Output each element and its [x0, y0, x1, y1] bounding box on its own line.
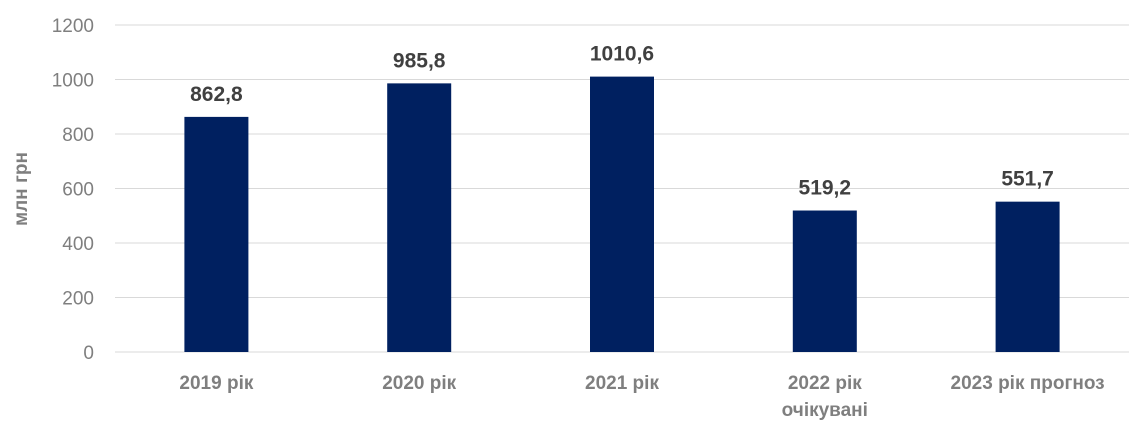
- x-category-label: очікувані: [782, 400, 868, 421]
- y-axis-title: млн грн: [11, 152, 32, 226]
- y-tick-label: 600: [62, 180, 94, 201]
- bars: [184, 77, 1059, 352]
- x-category-label: 2019 рік: [179, 373, 253, 394]
- bar: [793, 211, 857, 352]
- x-category-label: 2022 рік: [788, 373, 862, 394]
- data-label: 862,8: [190, 83, 243, 106]
- y-axis-ticks: 0 200 400 600 800 1000 1200: [52, 16, 94, 364]
- x-category-label: 2023 рік прогноз: [951, 373, 1105, 394]
- bar: [184, 117, 248, 352]
- y-tick-label: 800: [62, 125, 94, 146]
- data-label: 519,2: [799, 177, 852, 200]
- data-label: 551,7: [1001, 168, 1054, 191]
- bar: [996, 202, 1060, 352]
- data-label: 1010,6: [590, 43, 654, 66]
- y-tick-label: 0: [83, 343, 94, 364]
- x-category-label: 2020 рік: [382, 373, 456, 394]
- y-tick-label: 400: [62, 234, 94, 255]
- bar: [590, 77, 654, 352]
- bar: [387, 83, 451, 352]
- y-tick-label: 1000: [52, 71, 94, 92]
- data-label: 985,8: [393, 49, 446, 72]
- y-tick-label: 1200: [52, 16, 94, 37]
- x-axis-labels: 2019 рік 2020 рік 2021 рік 2022 рік очікуван…: [179, 373, 1104, 421]
- x-category-label: 2021 рік: [585, 373, 659, 394]
- y-tick-label: 200: [62, 289, 94, 310]
